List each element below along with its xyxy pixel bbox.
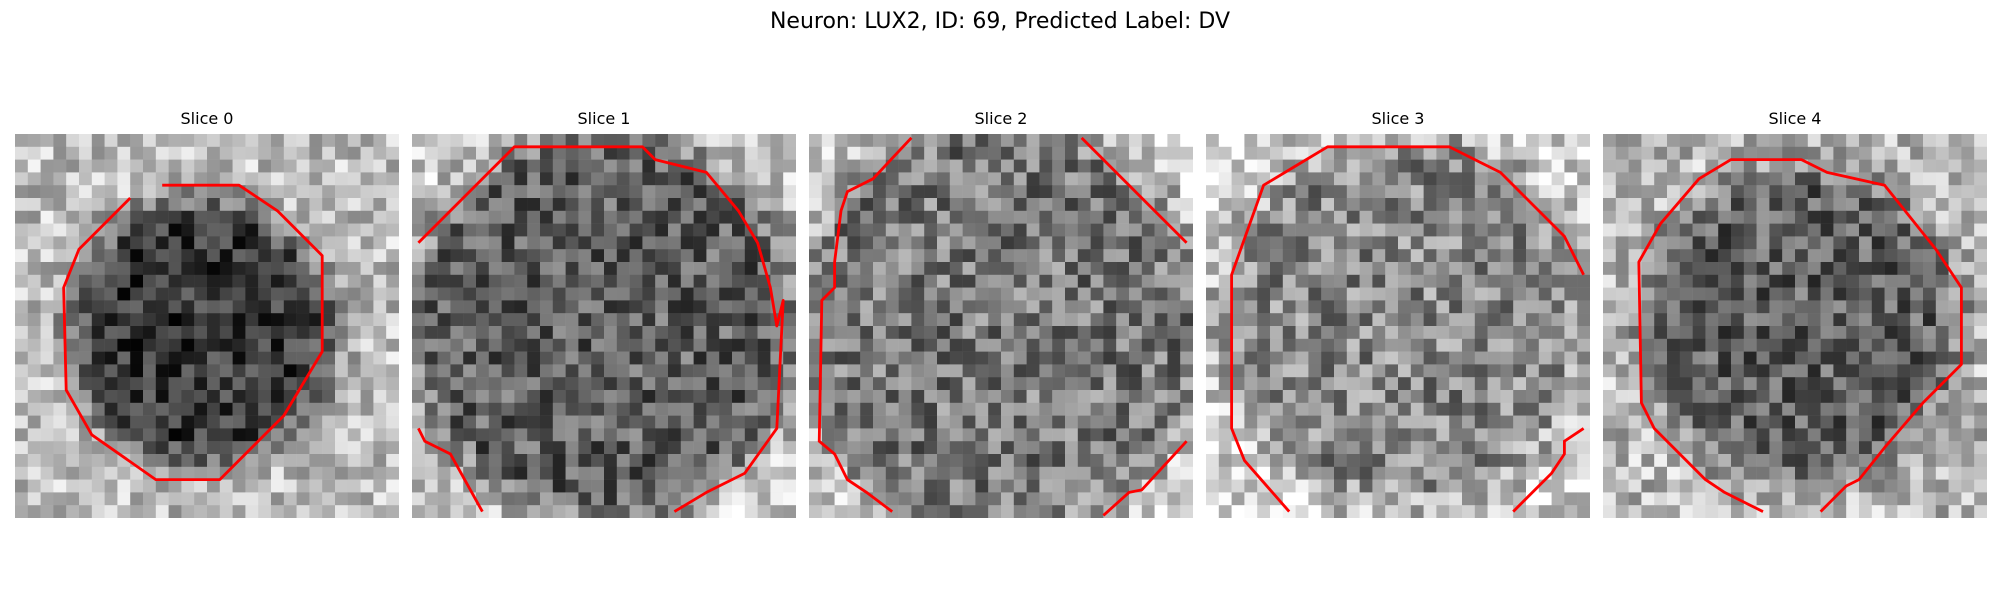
slice-panel-4: Slice 4 (1603, 108, 1987, 520)
slice-image (15, 134, 399, 518)
figure-title: Neuron: LUX2, ID: 69, Predicted Label: D… (769, 9, 1231, 34)
contour-line (817, 136, 913, 513)
grayscale-pixels (412, 134, 796, 518)
grayscale-pixels (809, 134, 1193, 518)
slice-image (1206, 134, 1590, 518)
contour-line (1637, 158, 1963, 513)
slice-title: Slice 0 (180, 109, 234, 128)
slice-panel-3: Slice 3 (1206, 108, 1590, 520)
slice-title: Slice 1 (577, 109, 631, 128)
slice-image (412, 134, 796, 518)
contour-line (1102, 440, 1188, 517)
contour-line (1512, 427, 1585, 513)
slice-panel-1: Slice 1 (412, 108, 796, 520)
slice-title: Slice 3 (1371, 109, 1425, 128)
grayscale-pixels (1206, 134, 1590, 518)
slice-image (809, 134, 1193, 518)
slice-panel-2: Slice 2 (809, 108, 1193, 520)
contour-line (417, 145, 785, 513)
slice-image (1603, 134, 1987, 518)
contour-line (417, 427, 484, 513)
contour-line (1230, 145, 1585, 513)
slice-title: Slice 2 (974, 109, 1028, 128)
slice-title: Slice 4 (1768, 109, 1822, 128)
grayscale-pixels (1603, 134, 1987, 518)
slice-panel-0: Slice 0 (15, 108, 399, 520)
contour-line (1080, 136, 1188, 244)
grayscale-pixels (15, 134, 399, 518)
contour-line (62, 183, 324, 482)
